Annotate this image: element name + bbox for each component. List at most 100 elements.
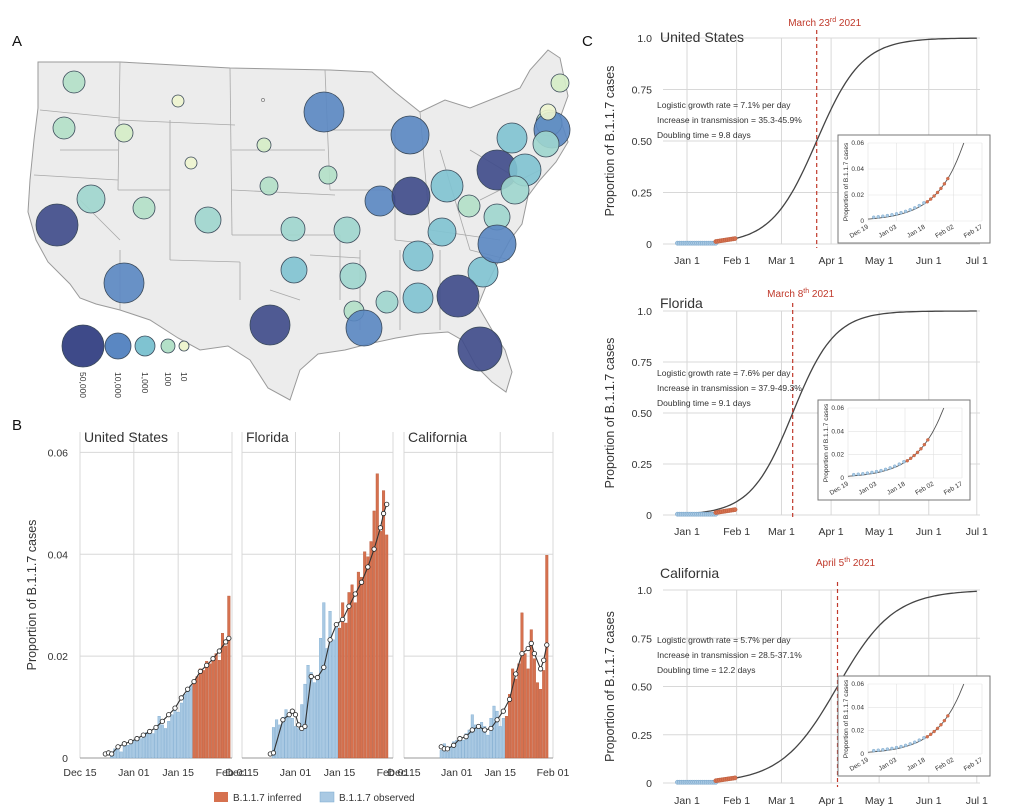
fit-point: [475, 723, 482, 730]
x-tick-label: Apr 1: [819, 255, 844, 267]
inset-y-tick: 0.02: [851, 192, 864, 199]
state-bubble: [303, 91, 345, 133]
fit-point: [308, 673, 314, 680]
fit-point: [506, 696, 513, 703]
fit-point: [216, 648, 222, 654]
y-tick-label: 0.50: [632, 408, 653, 420]
bar: [461, 739, 465, 759]
x-tick-label: May 1: [865, 795, 894, 807]
inset-observed-point: [899, 211, 903, 215]
bar: [353, 602, 357, 759]
bar: [347, 592, 351, 759]
legend-size-label: 10,000: [113, 372, 123, 398]
fit-point: [286, 712, 292, 718]
marker-year: 2021: [850, 558, 875, 569]
bar: [284, 709, 288, 759]
bar: [375, 473, 379, 759]
legend-size-label: 1,000: [140, 372, 150, 394]
x-tick-label: Jul 1: [966, 255, 988, 267]
bar: [325, 648, 329, 759]
bar: [316, 678, 319, 759]
bar: [167, 721, 171, 759]
inset-inferred-point: [925, 200, 929, 204]
x-tick-label: Jan 1: [674, 795, 700, 807]
y-tick-label: 0: [646, 510, 652, 522]
inset-observed-point: [894, 745, 899, 750]
case-bubbles: [35, 70, 571, 372]
marker-date: March 8: [767, 289, 804, 300]
state-bubble: [249, 304, 291, 346]
bar: [293, 726, 297, 759]
bar: [328, 611, 332, 759]
fit-point: [513, 671, 519, 677]
inset-inferred-point: [932, 729, 936, 734]
fit-point: [531, 650, 537, 657]
bar: [501, 718, 505, 759]
x-tick-label: Jan 15: [324, 767, 356, 779]
inset-observed-point: [890, 746, 894, 751]
bar: [287, 714, 291, 759]
bar: [189, 685, 193, 759]
y-tick-label: 0: [646, 778, 652, 790]
bar: [205, 661, 209, 759]
fit-point: [289, 708, 295, 714]
facet-title: United States: [660, 29, 744, 45]
x-tick-label: May 1: [865, 255, 894, 267]
fit-point: [469, 727, 475, 733]
inset-observed-point: [865, 471, 870, 475]
x-tick-label: Jul 1: [966, 526, 988, 538]
inset-observed-point: [870, 470, 874, 475]
fit-point: [191, 678, 197, 685]
inset-observed-point: [888, 466, 892, 470]
bar: [532, 658, 536, 759]
bar: [455, 739, 459, 759]
bar: [145, 732, 148, 759]
bar: [356, 571, 360, 759]
inset-inferred-point: [939, 723, 943, 727]
fit-point: [140, 732, 146, 738]
y-tick-label: 0.50: [632, 682, 653, 694]
state-bubble: [457, 194, 481, 218]
date-marker-label: March 8th 2021: [767, 288, 834, 300]
x-tick-label: May 1: [865, 526, 894, 538]
x-tick-label: Jun 1: [916, 526, 942, 538]
x-tick-label: Jun 1: [916, 255, 942, 267]
y-tick-label: 1.0: [637, 306, 652, 318]
facet-title: Florida: [246, 429, 289, 445]
legend-swatch-inferred: [214, 792, 228, 802]
legend-label-inferred: B.1.1.7 inferred: [233, 793, 301, 804]
inset-y-tick: 0: [860, 218, 864, 225]
bar: [504, 716, 508, 759]
state-bubble: [345, 309, 383, 347]
state-bubble: [171, 94, 185, 108]
bar: [224, 645, 228, 759]
bar: [198, 668, 202, 759]
state-bubble: [532, 130, 560, 158]
state-bubble: [333, 216, 361, 244]
inset-observed-point: [908, 742, 912, 746]
y-tick-label: 0.75: [632, 85, 653, 97]
inset-observed-point: [885, 213, 890, 218]
inset-observed-point: [902, 460, 906, 464]
inset-observed-point: [908, 208, 912, 212]
bar: [529, 629, 533, 759]
inset-observed-point: [894, 212, 899, 216]
stats-line: Doubling time = 9.1 days: [657, 398, 751, 408]
bar: [148, 729, 152, 759]
inset-y-tick: 0.02: [851, 728, 864, 735]
bar: [344, 622, 348, 759]
y-tick-label: 0.04: [48, 549, 69, 561]
state-bubble: [430, 169, 464, 203]
x-tick-label: Jan 15: [484, 767, 516, 779]
date-marker-label: March 23rd 2021: [788, 17, 861, 29]
bar: [141, 734, 145, 759]
x-tick-label: Jul 1: [966, 795, 988, 807]
stats-line: Logistic growth rate = 7.1% per day: [657, 100, 791, 110]
facet-title: California: [660, 565, 719, 581]
stats-line: Logistic growth rate = 7.6% per day: [657, 368, 791, 378]
inset-inferred-point: [922, 442, 927, 447]
bar: [378, 531, 382, 759]
state-bubble: [194, 206, 222, 234]
state-bubble: [35, 203, 79, 247]
fit-point: [457, 736, 463, 742]
